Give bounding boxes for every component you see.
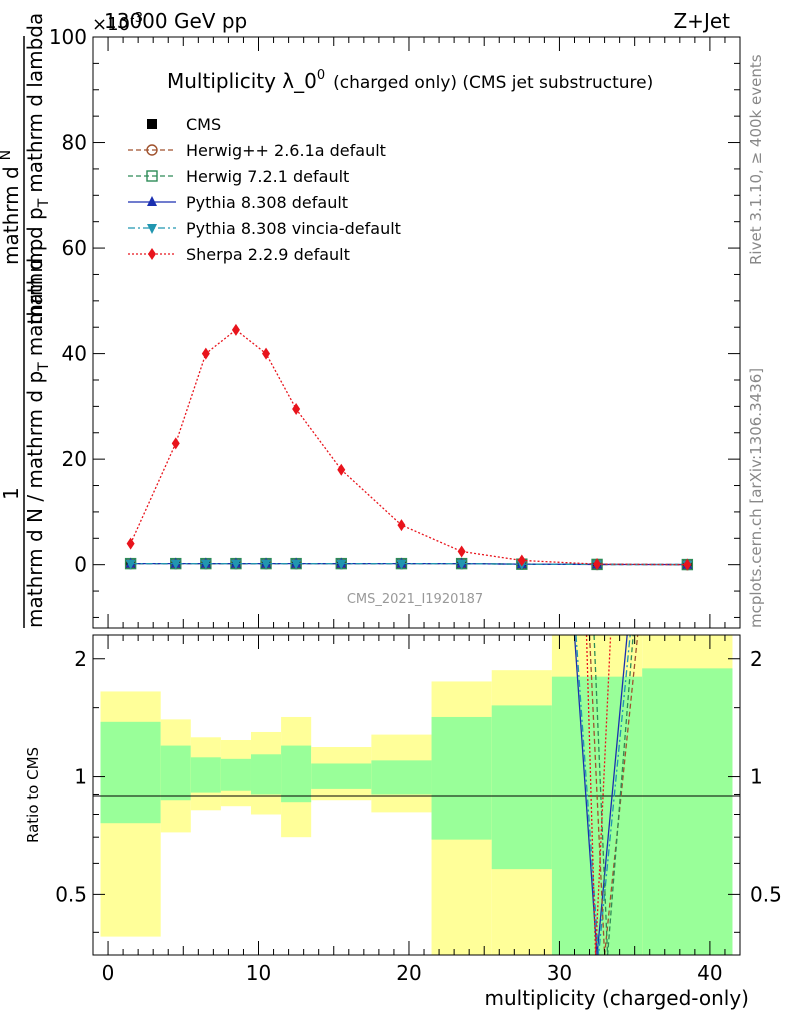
y-label-top-N: N bbox=[0, 150, 14, 160]
point-sherpa-2-2-9-default bbox=[201, 347, 210, 360]
point-sherpa-2-2-9-default bbox=[292, 403, 301, 416]
ratio-y-tick-label-right: 1 bbox=[750, 765, 763, 789]
legend-label-herwig-7-2-1-default: Herwig 7.2.1 default bbox=[186, 167, 349, 186]
point-pythia-8-308-vincia-default bbox=[456, 559, 467, 570]
y-label-den-tail: mathrm d p bbox=[23, 239, 47, 357]
ratio-y-tick-label: 0.5 bbox=[55, 882, 87, 906]
x-tick-label: 40 bbox=[697, 961, 722, 985]
legend-marker-pythia-8-308-default bbox=[147, 196, 157, 206]
y-label-top: mathrm dN bbox=[0, 150, 23, 265]
series-line-sherpa-2-2-9-default bbox=[130, 329, 688, 566]
legend-label-cms: CMS bbox=[186, 115, 221, 134]
point-pythia-8-308-vincia-default bbox=[291, 559, 302, 570]
y-tick-label: 100 bbox=[49, 25, 87, 49]
main-x-axis bbox=[107, 37, 726, 628]
point-sherpa-2-2-9-default bbox=[262, 347, 271, 360]
point-sherpa-2-2-9-default bbox=[337, 463, 346, 476]
point-pythia-8-308-vincia-default bbox=[170, 559, 181, 570]
ratio-band-green bbox=[190, 757, 221, 793]
point-pythia-8-308-vincia-default bbox=[125, 559, 136, 570]
series-line-pythia-8-308-default bbox=[130, 562, 688, 566]
point-sherpa-2-2-9-default bbox=[683, 558, 692, 571]
y-label-denominator: mathrm d N / mathrm d pTmathrm d p bbox=[23, 239, 52, 628]
mcplots-label: mcplots.cern.ch [arXiv:1306.3436] bbox=[747, 368, 765, 628]
ratio-y-tick-label-right: 2 bbox=[750, 647, 763, 671]
y-label-mid-tail: mathrm d lambda bbox=[23, 13, 47, 193]
main-y-label: 1 mathrm dN mathrm d N / mathrm d pTmath… bbox=[0, 13, 52, 628]
main-panel: 0 20 40 60 80 100 Multiplicity λ_00 (charged o… bbox=[0, 13, 741, 629]
point-sherpa-2-2-9-default bbox=[231, 323, 240, 336]
series-line-pythia-8-308-vincia-default bbox=[130, 562, 688, 566]
legend-marker-herwig-2-6-1a-default bbox=[146, 144, 158, 156]
legend-label-herwig-2-6-1a-default: Herwig++ 2.6.1a default bbox=[186, 141, 386, 160]
x-tick-label: 0 bbox=[102, 961, 115, 985]
y-tick-label: 0 bbox=[74, 553, 87, 577]
point-pythia-8-308-vincia-default bbox=[336, 559, 347, 570]
y-label-middle: mathrm d pTmathrm d lambda bbox=[23, 13, 52, 325]
ratio-band-green bbox=[551, 676, 643, 955]
point-pythia-8-308-vincia-default bbox=[261, 559, 272, 570]
ratio-band-green bbox=[250, 754, 282, 795]
ratio-panel: 0.5 0.5 1 1 2 2 0 10 20 30 40 Ratio to CMS multip… bbox=[24, 634, 782, 1010]
legend-marker-herwig-7-2-1-default bbox=[146, 170, 158, 182]
ratio-band-green bbox=[642, 668, 733, 955]
point-sherpa-2-2-9-default bbox=[171, 437, 180, 450]
ratio-x-axis: 0 10 20 30 40 bbox=[102, 635, 726, 985]
point-sherpa-2-2-9-default bbox=[126, 537, 135, 550]
ratio-y-tick-label-right: 0.5 bbox=[750, 882, 782, 906]
ratio-y-tick-label: 2 bbox=[74, 647, 87, 671]
legend-marker-pythia-8-308-vincia-default bbox=[147, 224, 157, 234]
x-tick-label: 20 bbox=[396, 961, 421, 985]
ratio-band-green bbox=[431, 716, 492, 840]
point-sherpa-2-2-9-default bbox=[517, 554, 526, 567]
legend: CMS Herwig++ 2.6.1a default Herwig 7.2.1 d… bbox=[128, 115, 401, 264]
ratio-frame bbox=[92, 634, 741, 956]
ratio-band-green bbox=[220, 758, 251, 791]
y-tick-label: 40 bbox=[62, 342, 87, 366]
header-energy: 13000 GeV pp bbox=[104, 9, 247, 33]
header-exponent-power: -3 bbox=[130, 11, 143, 26]
ratio-band-green bbox=[311, 763, 372, 789]
point-pythia-8-308-vincia-default bbox=[200, 559, 211, 570]
ratio-y-axis: 0.5 0.5 1 1 2 2 bbox=[55, 647, 782, 933]
point-pythia-8-308-vincia-default bbox=[230, 559, 241, 570]
legend-marker-cms bbox=[147, 119, 157, 129]
y-label-numerator-1: 1 bbox=[0, 487, 23, 500]
y-tick-label: 60 bbox=[62, 236, 87, 260]
point-sherpa-2-2-9-default bbox=[457, 545, 466, 558]
plot-title-suffix: (charged only) (CMS jet substructure) bbox=[333, 73, 653, 93]
point-pythia-8-308-vincia-default bbox=[396, 559, 407, 570]
ratio-y-tick-label: 1 bbox=[74, 765, 87, 789]
rivet-label: Rivet 3.1.10, ≥ 400k events bbox=[747, 54, 765, 265]
y-label-sub-T-1: T bbox=[36, 362, 52, 372]
y-label-sub-T-2: T bbox=[36, 198, 52, 208]
plot-title-sup: 0 bbox=[317, 68, 325, 83]
main-y-axis: 0 20 40 60 80 100 bbox=[49, 25, 740, 618]
ratio-band-green bbox=[371, 760, 432, 795]
x-tick-label: 10 bbox=[246, 961, 271, 985]
analysis-watermark: CMS_2021_I1920187 bbox=[347, 592, 483, 607]
main-frame bbox=[92, 36, 741, 629]
ratio-y-label: Ratio to CMS bbox=[24, 747, 42, 843]
legend-marker-sherpa-2-2-9-default bbox=[148, 248, 156, 260]
legend-label-sherpa-2-2-9-default: Sherpa 2.2.9 default bbox=[186, 245, 350, 264]
x-axis-label: multiplicity (charged-only) bbox=[484, 986, 749, 1010]
y-tick-label: 80 bbox=[62, 131, 87, 155]
ratio-band-green bbox=[281, 745, 312, 803]
plot-title: Multiplicity λ_00 (charged only) (CMS jet… bbox=[167, 68, 653, 93]
legend-label-pythia-8-308-vincia-default: Pythia 8.308 vincia-default bbox=[186, 219, 401, 238]
x-tick-label: 30 bbox=[547, 961, 572, 985]
legend-label-pythia-8-308-default: Pythia 8.308 default bbox=[186, 193, 348, 212]
y-tick-label: 20 bbox=[62, 447, 87, 471]
header-exponent: ×10-3 bbox=[92, 11, 143, 35]
point-sherpa-2-2-9-default bbox=[593, 558, 602, 571]
ratio-band-green bbox=[100, 721, 161, 824]
ratio-uncertainty-bands bbox=[100, 635, 733, 955]
point-sherpa-2-2-9-default bbox=[397, 519, 406, 532]
header-process: Z+Jet bbox=[673, 9, 730, 33]
ratio-band-green bbox=[160, 745, 191, 801]
main-series-group bbox=[124, 323, 694, 571]
ratio-band-green bbox=[491, 705, 552, 870]
